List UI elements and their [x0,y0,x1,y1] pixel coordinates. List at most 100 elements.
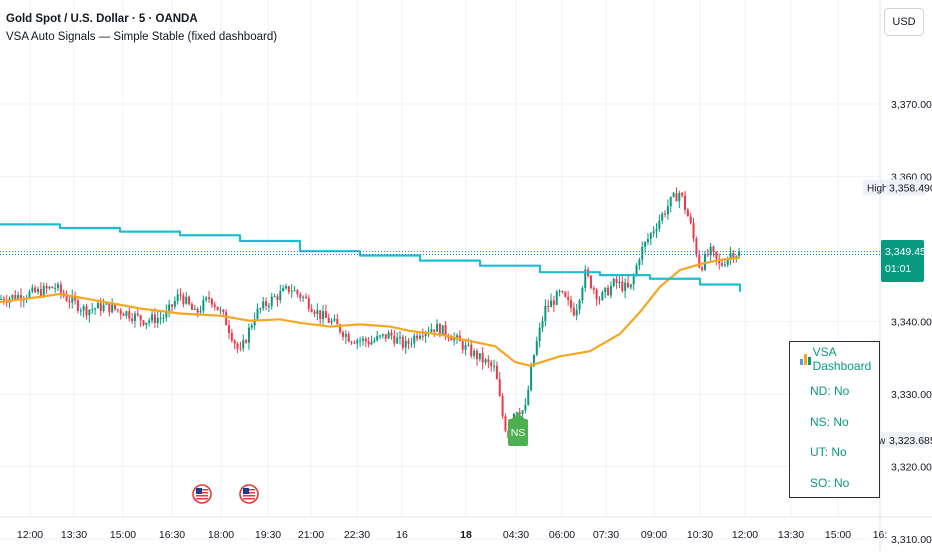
candle-body [347,333,350,342]
symbol-title[interactable]: Gold Spot / U.S. Dollar · 5 · OANDA [6,13,198,25]
candle-body [322,311,325,319]
candle-body [168,304,171,312]
dashboard-row-ut: UT: No [810,445,847,460]
candle-body [629,284,632,288]
candle-body [276,296,279,301]
candle-body [222,309,225,313]
ema-line [0,256,741,367]
candle-body [481,353,484,363]
candle-body [655,228,658,232]
candle-body [213,304,216,307]
candle-body [444,325,447,336]
candle-body [678,192,681,202]
candle-body [478,353,481,360]
candle-body [658,220,661,229]
candle-body [407,340,410,344]
candle-body [387,332,390,339]
candle-body [125,311,128,316]
candle-body [410,343,413,345]
candle-body [541,321,544,328]
candle-body [68,300,71,303]
candle-body [555,291,558,305]
candle-body [498,379,501,397]
y-tick-label: 3,330.000 [891,389,932,401]
candle-body [359,340,362,342]
candle-body [729,253,732,259]
candle-body [706,254,709,256]
candle-body [225,312,228,326]
candle-body [721,263,724,266]
us-flag-icon[interactable] [239,484,259,504]
candle-body [712,246,715,252]
candle-body [273,296,276,298]
candle-body [470,344,473,356]
candle-body [521,410,524,415]
candle-body [236,343,239,349]
candle-body [669,196,672,207]
candle-body [624,282,627,291]
us-flag-icon[interactable] [192,484,212,504]
candle-body [108,302,111,313]
candle-body [327,317,330,323]
candle-body [635,265,638,276]
candle-body [550,300,553,308]
candle-body [436,324,439,332]
candle-body [82,306,85,311]
candle-body [689,216,692,223]
candle-body [48,286,51,289]
candle-body [114,304,116,310]
candle-body [253,319,256,326]
candle-body [259,308,262,310]
x-tick-label: 18:00 [208,529,234,541]
currency-button[interactable]: USD [884,8,924,36]
candle-body [379,335,382,337]
candle-body [94,308,97,310]
candle-body [681,192,684,196]
indicator-title[interactable]: VSA Auto Signals — Simple Stable (fixed … [6,31,278,43]
candle-body [390,332,393,336]
candle-body [342,332,344,337]
candle-body [490,362,493,366]
candle-body [467,344,470,346]
candle-body [57,284,59,288]
candle-body [473,350,476,356]
candle-body [96,302,99,309]
candle-body [364,338,367,342]
candle-body [515,412,518,414]
y-tick-label: 3,310.000 [891,534,932,546]
candle-body [208,297,211,299]
x-tick-label: 16:30 [159,529,185,541]
candle-body [293,290,296,292]
candle-body [2,298,5,302]
candle-body [216,306,219,311]
candle-body [649,233,652,240]
candle-body [738,251,741,257]
candle-body [193,308,196,310]
candle-body [219,309,222,311]
candle-body [233,340,236,344]
candle-body [607,287,610,296]
candle-body [37,288,40,293]
ns-signal-marker[interactable]: NS [508,413,528,446]
candle-body [618,281,621,284]
candle-body [501,396,504,417]
candle-body [19,295,22,301]
candle-body [627,282,629,288]
y-tick-label: 3,370.000 [891,99,932,111]
candle-body [307,298,310,309]
candle-body [381,334,384,336]
candle-body [393,335,396,344]
candle-body [646,239,649,243]
candle-body [102,304,105,312]
x-tick-label: 10:30 [687,529,713,541]
candle-body [71,296,74,303]
candle-body [595,289,598,300]
x-tick-label: 15:00 [825,529,851,541]
candle-body [438,324,441,336]
x-tick-label: 06:00 [549,529,575,541]
candle-body [561,291,564,293]
candle-body [139,315,142,321]
candle-body [456,335,458,338]
candle-body [532,354,535,367]
candle-body [333,318,336,321]
